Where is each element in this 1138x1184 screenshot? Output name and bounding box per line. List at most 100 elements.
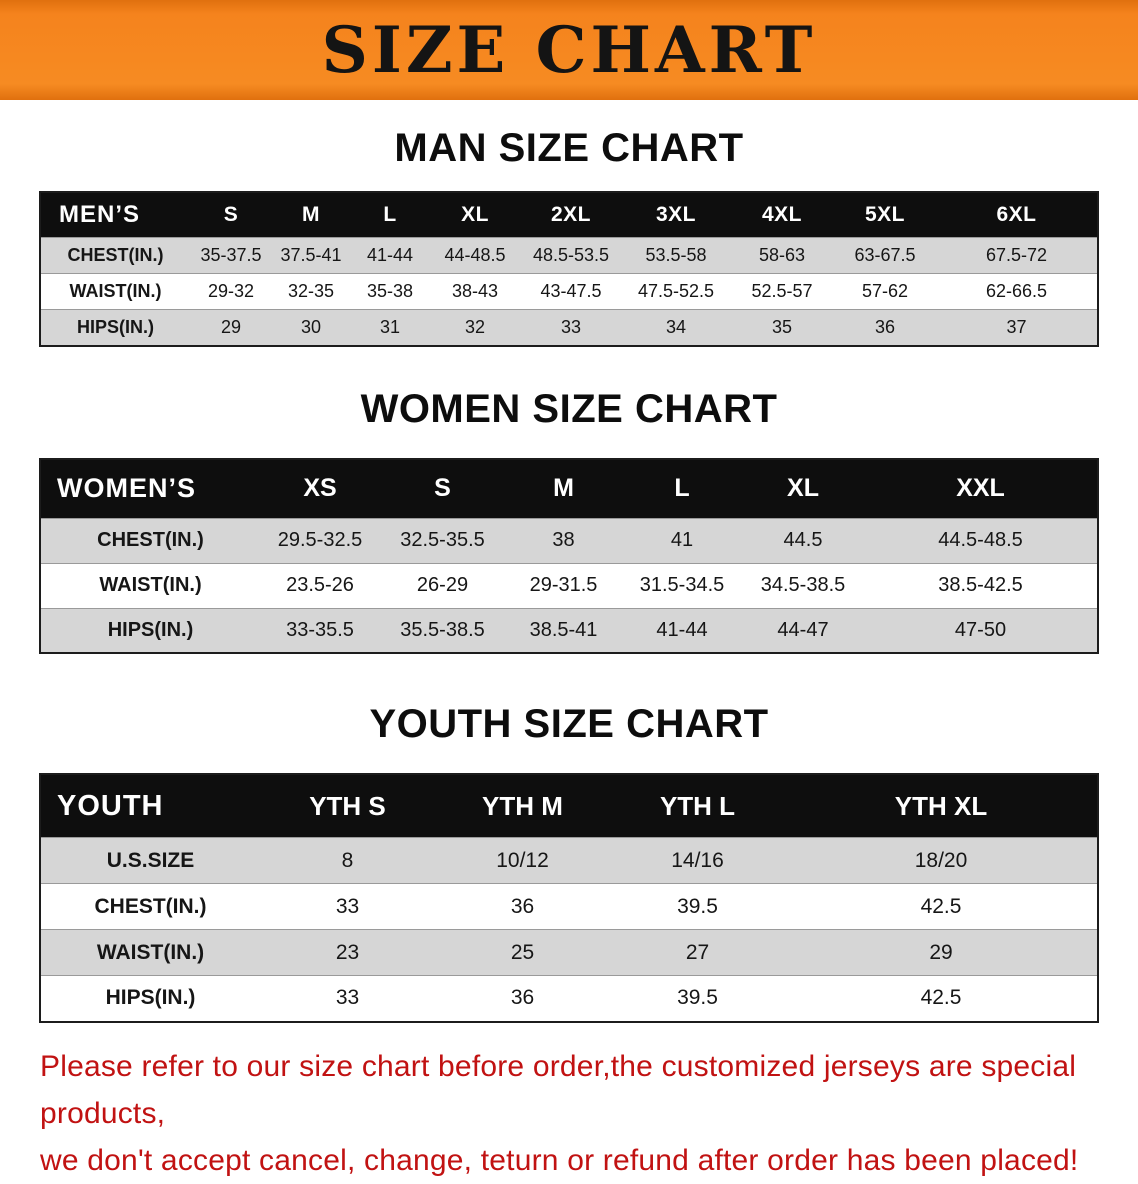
women-header-row: WOMEN’S XS S M L XL XXL (40, 458, 1098, 518)
cell: 34.5-38.5 (742, 562, 864, 608)
cell: 43-47.5 (520, 273, 622, 310)
cell: 33 (520, 309, 622, 346)
column-header: XL (430, 192, 520, 238)
cell: 38 (505, 517, 622, 563)
cell: 33 (260, 883, 435, 930)
column-header: L (622, 458, 742, 518)
cell: 62-66.5 (936, 273, 1098, 310)
column-header: S (190, 192, 272, 238)
cell: 39.5 (610, 883, 785, 930)
women-section-heading: WOMEN SIZE CHART (360, 386, 778, 431)
row-label: HIPS(IN.) (40, 309, 190, 346)
cell: 67.5-72 (936, 237, 1098, 274)
row-label: WAIST(IN.) (40, 929, 260, 976)
cell: 32-35 (272, 273, 350, 310)
row-label: CHEST(IN.) (40, 883, 260, 930)
cell: 52.5-57 (730, 273, 834, 310)
table-row: WAIST(IN.) 23.5-26 26-29 29-31.5 31.5-34… (40, 562, 1098, 608)
row-label: HIPS(IN.) (40, 975, 260, 1022)
cell: 33 (260, 975, 435, 1022)
cell: 44-48.5 (430, 237, 520, 274)
cell: 26-29 (380, 562, 505, 608)
cell: 41 (622, 517, 742, 563)
cell: 27 (610, 929, 785, 976)
cell: 44.5-48.5 (864, 517, 1098, 563)
youth-header-row: YOUTH YTH S YTH M YTH L YTH XL (40, 774, 1098, 838)
column-header: XXL (864, 458, 1098, 518)
disclaimer-line1: Please refer to our size chart before or… (40, 1049, 1077, 1130)
cell: 38.5-41 (505, 607, 622, 653)
men-section-heading: MAN SIZE CHART (394, 126, 744, 170)
cell: 35-38 (350, 273, 430, 310)
men-table-title: MEN’S (40, 192, 190, 238)
column-header: M (505, 458, 622, 518)
cell: 37.5-41 (272, 237, 350, 274)
cell: 38-43 (430, 273, 520, 310)
row-label: CHEST(IN.) (40, 517, 260, 563)
cell: 41-44 (622, 607, 742, 653)
cell: 31 (350, 309, 430, 346)
column-header: L (350, 192, 430, 238)
men-size-table: MEN’S S M L XL 2XL 3XL 4XL 5XL 6XL CHEST… (39, 191, 1099, 347)
cell: 37 (936, 309, 1098, 346)
cell: 39.5 (610, 975, 785, 1022)
column-header: YTH M (435, 774, 610, 838)
column-header: YTH XL (785, 774, 1098, 838)
cell: 44.5 (742, 517, 864, 563)
cell: 41-44 (350, 237, 430, 274)
men-header-row: MEN’S S M L XL 2XL 3XL 4XL 5XL 6XL (40, 192, 1098, 238)
column-header: 4XL (730, 192, 834, 238)
table-row: HIPS(IN.) 33-35.5 35.5-38.5 38.5-41 41-4… (40, 607, 1098, 653)
cell: 36 (435, 883, 610, 930)
cell: 57-62 (834, 273, 936, 310)
column-header: XL (742, 458, 864, 518)
cell: 29-31.5 (505, 562, 622, 608)
disclaimer: Please refer to our size chart before or… (0, 1043, 1138, 1184)
cell: 35.5-38.5 (380, 607, 505, 653)
cell: 23.5-26 (260, 562, 380, 608)
cell: 58-63 (730, 237, 834, 274)
row-label: WAIST(IN.) (40, 562, 260, 608)
column-header: 5XL (834, 192, 936, 238)
cell: 32 (430, 309, 520, 346)
cell: 29 (785, 929, 1098, 976)
youth-table-title: YOUTH (40, 774, 260, 838)
row-label: U.S.SIZE (40, 837, 260, 884)
youth-size-table: YOUTH YTH S YTH M YTH L YTH XL U.S.SIZE … (39, 773, 1099, 1023)
cell: 10/12 (435, 837, 610, 884)
table-row: CHEST(IN.) 33 36 39.5 42.5 (40, 883, 1098, 930)
cell: 29.5-32.5 (260, 517, 380, 563)
table-row: HIPS(IN.) 29 30 31 32 33 34 35 36 37 (40, 309, 1098, 346)
cell: 8 (260, 837, 435, 884)
column-header: S (380, 458, 505, 518)
table-row: CHEST(IN.) 35-37.5 37.5-41 41-44 44-48.5… (40, 237, 1098, 274)
cell: 29 (190, 309, 272, 346)
cell: 36 (834, 309, 936, 346)
table-row: WAIST(IN.) 23 25 27 29 (40, 929, 1098, 976)
banner-title: SIZE CHART (321, 12, 817, 88)
cell: 42.5 (785, 975, 1098, 1022)
column-header: XS (260, 458, 380, 518)
cell: 36 (435, 975, 610, 1022)
cell: 53.5-58 (622, 237, 730, 274)
row-label: HIPS(IN.) (40, 607, 260, 653)
cell: 38.5-42.5 (864, 562, 1098, 608)
column-header: 2XL (520, 192, 622, 238)
cell: 42.5 (785, 883, 1098, 930)
cell: 47-50 (864, 607, 1098, 653)
cell: 33-35.5 (260, 607, 380, 653)
table-row: WAIST(IN.) 29-32 32-35 35-38 38-43 43-47… (40, 273, 1098, 310)
cell: 18/20 (785, 837, 1098, 884)
cell: 35 (730, 309, 834, 346)
cell: 14/16 (610, 837, 785, 884)
cell: 31.5-34.5 (622, 562, 742, 608)
cell: 35-37.5 (190, 237, 272, 274)
cell: 63-67.5 (834, 237, 936, 274)
row-label: WAIST(IN.) (40, 273, 190, 310)
cell: 30 (272, 309, 350, 346)
cell: 44-47 (742, 607, 864, 653)
column-header: 6XL (936, 192, 1098, 238)
banner: SIZE CHART (0, 0, 1138, 100)
cell: 29-32 (190, 273, 272, 310)
table-row: HIPS(IN.) 33 36 39.5 42.5 (40, 975, 1098, 1022)
